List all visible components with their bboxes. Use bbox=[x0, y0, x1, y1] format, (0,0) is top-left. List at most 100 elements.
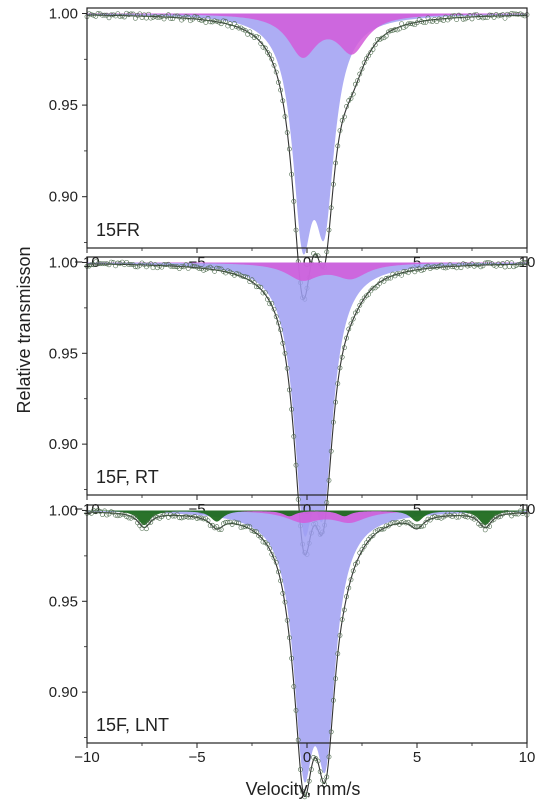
data-point bbox=[289, 406, 294, 412]
data-point bbox=[214, 265, 220, 271]
data-point bbox=[106, 15, 112, 21]
data-point bbox=[515, 262, 521, 267]
data-point bbox=[253, 529, 259, 535]
data-point bbox=[348, 96, 354, 101]
data-point bbox=[330, 697, 336, 703]
data-point bbox=[460, 16, 466, 22]
data-point bbox=[216, 266, 222, 271]
data-point bbox=[152, 13, 158, 19]
x-tick-label: 5 bbox=[413, 501, 421, 518]
y-tick-label: 0.90 bbox=[49, 684, 78, 701]
data-point bbox=[423, 264, 429, 270]
data-point bbox=[150, 265, 156, 271]
data-point bbox=[355, 308, 360, 314]
data-point bbox=[130, 11, 136, 17]
data-point bbox=[280, 591, 286, 596]
data-point bbox=[330, 419, 336, 425]
data-point bbox=[341, 345, 347, 351]
data-point bbox=[388, 275, 393, 281]
data-point bbox=[146, 11, 151, 17]
data-point bbox=[471, 12, 477, 18]
data-point bbox=[473, 262, 479, 268]
data-point bbox=[326, 227, 332, 233]
data-point bbox=[458, 265, 464, 271]
data-point bbox=[102, 12, 107, 18]
data-point bbox=[207, 523, 213, 528]
data-point bbox=[361, 544, 367, 549]
data-point bbox=[205, 518, 211, 524]
data-point bbox=[278, 327, 283, 333]
data-point bbox=[104, 261, 110, 267]
data-point bbox=[454, 514, 459, 520]
data-point bbox=[111, 12, 116, 18]
x-axis-title: Velocity, mm/s bbox=[246, 779, 361, 799]
subspectrum-doublet-2 bbox=[87, 510, 527, 524]
data-point bbox=[273, 314, 279, 320]
data-point bbox=[264, 541, 270, 547]
data-point bbox=[333, 160, 338, 166]
data-point bbox=[238, 273, 244, 279]
data-point bbox=[500, 261, 506, 266]
data-point bbox=[333, 676, 338, 682]
subspectrum-doublet-2 bbox=[87, 262, 527, 281]
data-point bbox=[143, 526, 149, 532]
panel-label: 15F, RT bbox=[96, 467, 159, 487]
data-point bbox=[487, 12, 492, 18]
data-point bbox=[372, 42, 378, 48]
data-point bbox=[438, 515, 444, 521]
data-point bbox=[487, 524, 492, 529]
y-tick-label: 1.00 bbox=[49, 254, 78, 271]
data-point bbox=[225, 519, 231, 525]
data-point bbox=[339, 617, 345, 622]
data-point bbox=[238, 525, 244, 531]
data-point bbox=[306, 778, 312, 784]
data-point bbox=[258, 534, 264, 540]
data-point bbox=[370, 47, 376, 52]
data-point bbox=[337, 633, 343, 638]
data-point bbox=[381, 526, 387, 532]
data-point bbox=[157, 263, 162, 269]
data-point bbox=[407, 21, 413, 27]
data-point bbox=[335, 651, 341, 657]
data-point bbox=[229, 25, 235, 30]
data-point bbox=[515, 511, 521, 517]
data-point bbox=[280, 98, 286, 104]
x-tick-label: −10 bbox=[74, 749, 99, 766]
data-point bbox=[154, 14, 160, 20]
data-point bbox=[234, 271, 239, 277]
data-point bbox=[201, 267, 206, 273]
data-point bbox=[205, 15, 211, 21]
data-point bbox=[231, 21, 237, 26]
data-point bbox=[379, 35, 385, 41]
data-point bbox=[179, 515, 184, 521]
data-point bbox=[513, 263, 519, 268]
data-point bbox=[506, 264, 512, 270]
data-point bbox=[284, 365, 290, 371]
data-point bbox=[280, 340, 286, 346]
data-point bbox=[269, 551, 275, 557]
x-tick-label: −5 bbox=[188, 749, 205, 766]
data-point bbox=[141, 522, 147, 528]
data-point bbox=[130, 514, 136, 520]
data-point bbox=[449, 264, 455, 270]
data-point bbox=[478, 523, 484, 528]
data-point bbox=[339, 117, 345, 123]
data-point bbox=[212, 18, 217, 24]
data-point bbox=[146, 262, 151, 268]
data-point bbox=[297, 767, 303, 772]
data-point bbox=[328, 448, 334, 454]
data-point bbox=[484, 260, 490, 265]
data-point bbox=[273, 69, 279, 75]
data-point bbox=[236, 520, 242, 526]
data-point bbox=[403, 520, 409, 526]
data-point bbox=[357, 71, 363, 77]
data-point bbox=[196, 266, 202, 271]
data-point bbox=[337, 365, 343, 371]
data-point bbox=[498, 12, 503, 18]
data-point bbox=[264, 296, 270, 302]
data-point bbox=[308, 767, 314, 772]
data-point bbox=[157, 14, 162, 20]
data-point bbox=[267, 301, 272, 307]
data-point bbox=[119, 511, 125, 517]
data-point bbox=[418, 268, 424, 274]
